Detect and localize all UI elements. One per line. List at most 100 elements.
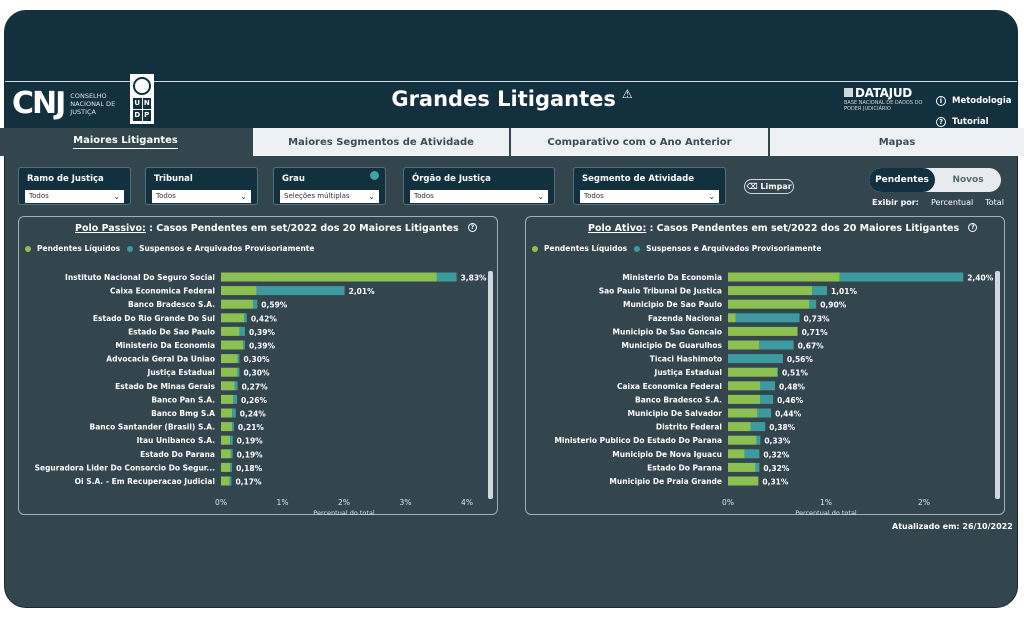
toggle-novos[interactable]: Novos: [952, 175, 984, 185]
bar-suspensos: [243, 340, 245, 350]
data-label: 0,19%: [237, 437, 264, 446]
filter-select[interactable]: Todos ⌄: [580, 190, 719, 203]
methodology-link[interactable]: i Metodologia: [936, 96, 1012, 106]
x-axis-label: Percentual do total: [313, 509, 375, 516]
bar-pendentes: [221, 381, 235, 391]
data-label: 0,27%: [242, 382, 269, 391]
category-label: Distrito Federal: [656, 423, 722, 432]
data-label: 0,51%: [782, 369, 809, 378]
bar-pendentes: [221, 422, 233, 432]
tab-comparativo[interactable]: Comparativo com o Ano Anterior: [511, 128, 770, 156]
display-percentual[interactable]: Percentual: [930, 198, 974, 207]
display-total[interactable]: Total: [985, 198, 1004, 207]
data-label: 0,59%: [261, 301, 288, 310]
filter-label: Tribunal: [154, 174, 193, 184]
filter-orgao-justica: Órgão de Justiça Todos ⌄: [403, 167, 555, 205]
legend-swatch-pendentes: [25, 245, 31, 252]
panel-title-text: : Casos Pendentes em set/2022 dos 20 Mai…: [149, 223, 459, 234]
info-icon: i: [936, 96, 946, 106]
undp-letter: U: [133, 98, 142, 109]
clear-filters-button[interactable]: ⌫ Limpar: [744, 179, 794, 194]
bar-suspensos: [229, 476, 232, 486]
category-label: Seguradora Lider Do Consorcio Do Segur..…: [35, 463, 216, 472]
data-label: 0,30%: [243, 369, 270, 378]
undp-globe-icon: [133, 77, 151, 95]
bar-suspensos: [839, 272, 964, 282]
data-label: 3,83%: [461, 274, 488, 283]
chart-polo-ativo: Ministerio Da Economia 2,40% Sao Paulo Tri…: [554, 272, 994, 516]
category-label: Estado De Minas Gerais: [115, 382, 215, 391]
scrollbar[interactable]: [995, 271, 1000, 499]
tab-label: Maiores Segmentos de Atividade: [288, 136, 474, 148]
tab-label: Maiores Litigantes: [73, 135, 178, 149]
bar-suspensos: [744, 449, 760, 459]
data-label: 2,01%: [349, 287, 376, 296]
bar-suspensos: [234, 381, 238, 391]
bar-pendentes: [728, 449, 745, 459]
bar-pendentes: [221, 272, 437, 282]
data-label: 0,39%: [249, 342, 276, 351]
filter-select[interactable]: Todos ⌄: [25, 190, 124, 203]
x-tick-label: 3%: [400, 498, 412, 507]
legend-swatch-pendentes: [532, 245, 538, 252]
chevron-down-icon: ⌄: [537, 192, 544, 201]
tab-maiores-segmentos[interactable]: Maiores Segmentos de Atividade: [253, 128, 511, 156]
filter-grau: Grau Seleções múltiplas ⌄: [273, 167, 386, 205]
x-tick-label: 0%: [722, 498, 734, 507]
bar-suspensos: [237, 354, 240, 364]
eraser-icon: ⌫: [746, 182, 761, 191]
bar-suspensos: [436, 272, 457, 282]
bar-suspensos: [252, 299, 258, 309]
toggle-pendentes[interactable]: Pendentes: [869, 168, 935, 192]
tab-maiores-litigantes[interactable]: Maiores Litigantes: [0, 128, 253, 156]
bar-suspensos: [230, 449, 233, 459]
filter-select[interactable]: Todos ⌄: [152, 190, 251, 203]
bar-suspensos: [760, 394, 774, 404]
filter-select[interactable]: Seleções múltiplas ⌄: [280, 190, 379, 203]
chart-legend: Pendentes Líquidos Suspensos e Arquivado…: [532, 244, 821, 253]
panel-title: Polo Passivo: : Casos Pendentes em set/2…: [75, 223, 477, 234]
bar-pendentes: [221, 313, 245, 323]
bar-pendentes: [221, 326, 240, 336]
data-label: 0,67%: [798, 342, 825, 351]
updated-timestamp: Atualizado em: 26/10/2022: [892, 522, 1013, 531]
filter-value: Todos: [156, 192, 176, 200]
category-label: Municipio De Sao Goncalo: [613, 327, 722, 336]
bar-pendentes: [728, 381, 761, 391]
tab-mapas[interactable]: Mapas: [770, 128, 1024, 156]
bar-pendentes: [728, 286, 813, 296]
datajud-subtitle: BASE NACIONAL DE DADOS DO PODER JUDICIÁR…: [844, 100, 923, 112]
filter-tribunal: Tribunal Todos ⌄: [145, 167, 258, 205]
x-tick-label: 0%: [215, 498, 227, 507]
cnj-mark: CNJ: [12, 86, 66, 121]
help-icon[interactable]: ?: [968, 223, 978, 232]
data-label: 0,33%: [764, 437, 791, 446]
bar-pendentes: [728, 313, 736, 323]
category-label: Sao Paulo Tribunal De Justica: [599, 287, 722, 296]
bar-suspensos: [232, 408, 236, 418]
data-label: 0,48%: [779, 382, 806, 391]
bar-suspensos: [755, 462, 760, 472]
data-label: 0,71%: [802, 328, 829, 337]
data-label: 0,26%: [241, 396, 268, 405]
x-tick-label: 1%: [277, 498, 289, 507]
top-divider: [5, 81, 1017, 82]
data-label: 2,40%: [967, 274, 994, 283]
x-axis-label: Percentual do total: [795, 509, 857, 516]
pendentes-novos-toggle: Pendentes Novos: [869, 168, 1001, 192]
data-label: 0,18%: [236, 464, 263, 473]
bar-suspensos: [239, 326, 245, 336]
page-title-text: Grandes Litigantes: [391, 87, 616, 111]
filter-select[interactable]: Todos ⌄: [410, 190, 548, 203]
bar-pendentes: [728, 435, 757, 445]
help-icon[interactable]: ?: [467, 223, 477, 232]
methodology-label: Metodologia: [952, 96, 1012, 106]
bar-suspensos: [237, 367, 240, 377]
category-label: Justiça Estadual: [147, 368, 215, 377]
tutorial-link[interactable]: ? Tutorial: [936, 117, 989, 127]
bar-pendentes: [728, 394, 761, 404]
category-label: Municipio De Salvador: [627, 409, 722, 418]
scrollbar[interactable]: [488, 271, 493, 499]
chart-polo-passivo: Instituto Nacional Do Seguro Social 3,83%…: [35, 272, 488, 516]
warning-icon[interactable]: ⚠: [621, 87, 633, 101]
